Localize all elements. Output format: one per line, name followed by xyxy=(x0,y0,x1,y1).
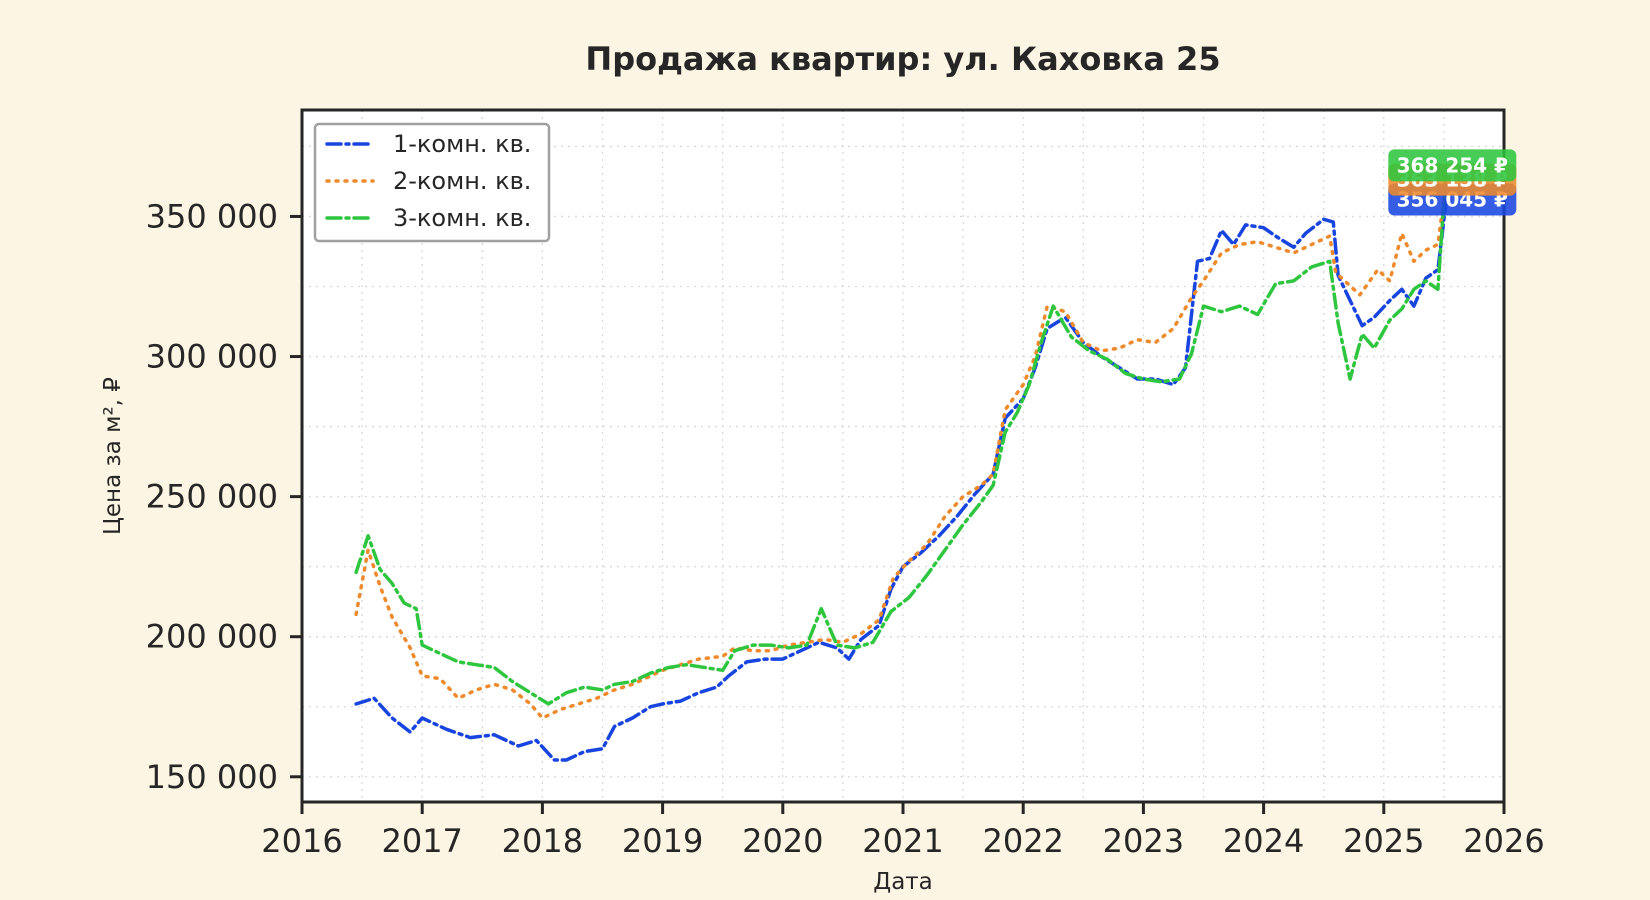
x-tick-label: 2021 xyxy=(862,822,943,860)
y-tick-label: 150 000 xyxy=(146,758,278,796)
legend-label: 2-комн. кв. xyxy=(393,167,531,195)
x-tick-label: 2024 xyxy=(1223,822,1304,860)
x-tick-label: 2022 xyxy=(982,822,1063,860)
series-line-3 xyxy=(354,163,1449,706)
x-tick-label: 2018 xyxy=(502,822,583,860)
x-tick-label: 2020 xyxy=(742,822,823,860)
ticks: 2016 2017 2018 2019 2020 2021 2022 2023 2024 2025… xyxy=(146,197,1545,860)
series-line-1 xyxy=(354,197,1449,762)
y-axis-label: Цена за м², ₽ xyxy=(100,377,126,535)
end-label-box xyxy=(1388,149,1517,182)
series-line-2 xyxy=(354,177,1449,720)
y-tick-label: 350 000 xyxy=(146,197,278,235)
x-axis-label: Дата xyxy=(873,869,933,895)
end-label-3: 368 254 ₽ xyxy=(1388,149,1517,182)
y-tick-label: 250 000 xyxy=(146,478,278,516)
end-label-text: 368 254 ₽ xyxy=(1397,153,1508,177)
legend: 1-комн. кв. 2-комн. кв. 3-комн. кв. xyxy=(313,122,551,243)
x-tick-label: 2026 xyxy=(1463,822,1544,860)
legend-label: 1-комн. кв. xyxy=(393,130,531,158)
y-tick-label: 200 000 xyxy=(146,618,278,656)
x-tick-label: 2016 xyxy=(261,822,342,860)
x-tick-label: 2023 xyxy=(1103,822,1184,860)
x-tick-label: 2019 xyxy=(622,822,703,860)
legend-entry-1: 1-комн. кв. xyxy=(325,130,531,158)
chart-title: Продажа квартир: ул. Каховка 25 xyxy=(585,40,1220,78)
y-tick-label: 300 000 xyxy=(146,338,278,376)
end-labels: 356 045 ₽363 138 ₽368 254 ₽ xyxy=(1388,149,1517,216)
x-tick-label: 2025 xyxy=(1343,822,1424,860)
legend-entry-3: 3-комн. кв. xyxy=(325,204,531,232)
legend-label: 3-комн. кв. xyxy=(393,204,531,232)
legend-box xyxy=(313,122,551,243)
grid xyxy=(301,110,1505,802)
legend-entry-2: 2-комн. кв. xyxy=(325,167,531,195)
x-tick-label: 2017 xyxy=(381,822,462,860)
series-layer xyxy=(354,163,1449,762)
